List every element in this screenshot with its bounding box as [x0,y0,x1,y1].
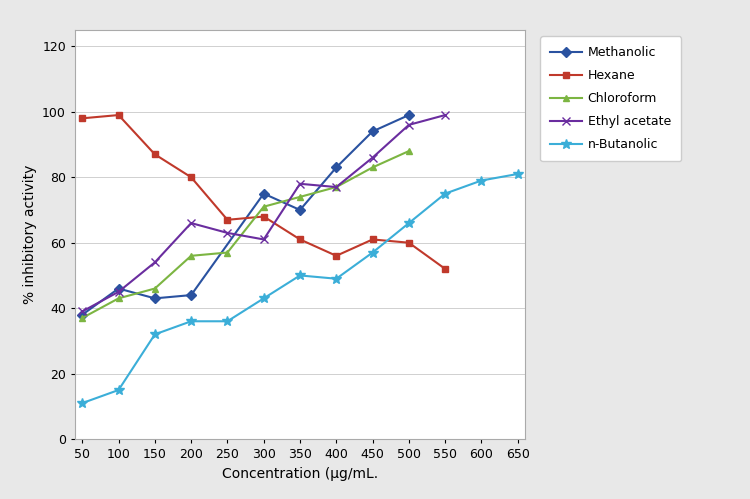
n-Butanolic [78,400,87,406]
Ethyl acetate [404,122,413,128]
Chloroform [223,250,232,255]
Hexane [150,151,159,157]
Ethyl acetate [114,289,123,295]
Hexane [296,237,304,243]
n-Butanolic [296,272,304,278]
Line: n-Butanolic: n-Butanolic [77,169,523,408]
Ethyl acetate [223,230,232,236]
n-Butanolic [404,220,413,226]
Methanolic [187,292,196,298]
n-Butanolic [223,318,232,324]
Methanolic [150,295,159,301]
Methanolic [368,128,377,134]
Chloroform [150,285,159,291]
Ethyl acetate [150,259,159,265]
n-Butanolic [441,191,450,197]
n-Butanolic [114,387,123,393]
Ethyl acetate [441,112,450,118]
Hexane [404,240,413,246]
n-Butanolic [477,178,486,184]
Ethyl acetate [332,184,340,190]
n-Butanolic [260,295,268,301]
Chloroform [404,148,413,154]
Chloroform [332,184,340,190]
Legend: Methanolic, Hexane, Chloroform, Ethyl acetate, n-Butanolic: Methanolic, Hexane, Chloroform, Ethyl ac… [540,36,681,161]
n-Butanolic [513,171,522,177]
Hexane [78,115,87,121]
n-Butanolic [187,318,196,324]
n-Butanolic [332,276,340,282]
n-Butanolic [368,250,377,255]
Line: Methanolic: Methanolic [79,112,413,318]
Ethyl acetate [260,237,268,243]
n-Butanolic [150,331,159,337]
Line: Hexane: Hexane [79,112,448,272]
X-axis label: Concentration (µg/mL.: Concentration (µg/mL. [222,467,378,481]
Methanolic [332,165,340,171]
Methanolic [260,191,268,197]
Methanolic [404,112,413,118]
Chloroform [187,253,196,259]
Chloroform [368,165,377,171]
Ethyl acetate [368,155,377,161]
Ethyl acetate [296,181,304,187]
Hexane [260,214,268,220]
Methanolic [296,207,304,213]
Chloroform [260,204,268,210]
Ethyl acetate [187,220,196,226]
Chloroform [114,295,123,301]
Hexane [368,237,377,243]
Methanolic [78,312,87,318]
Hexane [114,112,123,118]
Methanolic [114,285,123,291]
Hexane [223,217,232,223]
Line: Ethyl acetate: Ethyl acetate [78,111,449,316]
Y-axis label: % inhibitory activity: % inhibitory activity [22,165,37,304]
Hexane [441,266,450,272]
Hexane [187,174,196,180]
Chloroform [296,194,304,200]
Line: Chloroform: Chloroform [79,148,413,321]
Chloroform [78,315,87,321]
Ethyl acetate [78,308,87,314]
Hexane [332,253,340,259]
